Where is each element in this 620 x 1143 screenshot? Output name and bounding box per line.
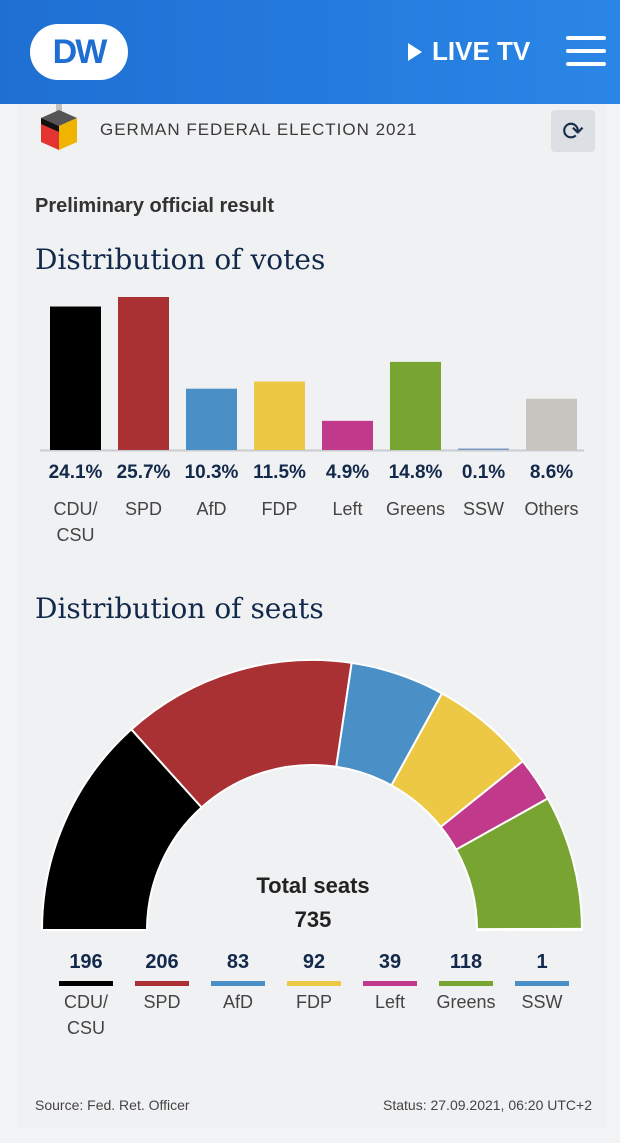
vote-category-label: Others [524, 499, 579, 519]
vote-bar-8[interactable] [526, 398, 577, 450]
vote-bar-4[interactable] [254, 381, 305, 450]
hamburger-menu-icon[interactable] [566, 36, 606, 66]
seat-category-label: SSW [521, 992, 563, 1012]
vote-category-label: Left [332, 499, 363, 519]
seat-category-label: Left [374, 992, 406, 1012]
vote-category-label: Greens [385, 499, 446, 519]
vote-value-label: 10.3% [184, 462, 239, 483]
votes-bar-chart [40, 297, 584, 452]
refresh-icon[interactable]: ⟳ [551, 110, 595, 152]
top-navigation-bar: DW LIVE TV [0, 0, 620, 104]
seat-value-label: 206 [145, 951, 179, 973]
vote-value-label: 24.1% [48, 462, 103, 483]
vote-value-label: 14.8% [388, 462, 443, 483]
status-note: Status: 27.09.2021, 06:20 UTC+2 [383, 1097, 592, 1113]
seat-legend-swatch [439, 981, 493, 986]
logo-text: DW [52, 32, 108, 71]
vote-bar-5[interactable] [322, 420, 373, 450]
live-tv-label: LIVE TV [432, 36, 531, 66]
live-tv-button[interactable]: LIVE TV [408, 36, 530, 67]
seat-category-label: SPD [143, 992, 181, 1012]
results-panel [18, 104, 606, 1128]
seat-legend-swatch [211, 981, 265, 986]
total-seats-value: 735 [294, 907, 332, 932]
seat-category-label: AfD [222, 992, 253, 1012]
seat-value-label: 196 [69, 951, 103, 973]
vote-value-label: 8.6% [529, 462, 574, 483]
seat-value-label: 1 [536, 951, 548, 973]
ballot-box-icon [41, 104, 77, 150]
seat-value-label: 83 [226, 951, 250, 973]
election-title: GERMAN FEDERAL ELECTION 2021 [100, 120, 418, 139]
play-icon [408, 42, 422, 61]
seat-category-label: FDP [296, 992, 332, 1012]
votes-heading: Distribution of votes [35, 243, 326, 276]
vote-bar-7[interactable] [458, 448, 509, 451]
seat-category-label: Greens [436, 992, 496, 1012]
seat-legend-swatch [287, 981, 341, 986]
vote-category-label: SSW [462, 499, 504, 519]
vote-value-label: 0.1% [461, 462, 506, 483]
vote-category-label: SPD [124, 499, 162, 519]
source-note: Source: Fed. Ret. Officer [35, 1097, 190, 1113]
vote-value-label: 25.7% [116, 462, 171, 483]
seat-value-label: 92 [302, 951, 326, 973]
vote-category-label: CDU/ CSU [53, 499, 98, 545]
seat-value-label: 118 [449, 951, 483, 973]
vote-value-label: 11.5% [253, 462, 306, 483]
vote-bar-2[interactable] [118, 297, 169, 450]
seat-value-label: 39 [378, 951, 402, 973]
seat-legend-swatch [59, 981, 113, 986]
vote-category-label: FDP [261, 499, 298, 519]
dw-logo[interactable]: DW [30, 24, 128, 80]
vote-bar-1[interactable] [50, 306, 101, 450]
seat-legend-swatch [363, 981, 417, 986]
seat-segment-7[interactable] [475, 927, 584, 931]
seats-heading: Distribution of seats [35, 592, 324, 625]
seat-category-label: CDU/ CSU [64, 992, 108, 1038]
vote-category-label: AfD [196, 499, 227, 519]
seat-legend-swatch [135, 981, 189, 986]
seat-legend-swatch [515, 981, 569, 986]
vote-bar-3[interactable] [186, 388, 237, 450]
vote-value-label: 4.9% [325, 462, 370, 483]
preliminary-result-label: Preliminary official result [35, 195, 274, 217]
vote-bar-6[interactable] [390, 361, 441, 450]
total-seats-label: Total seats [256, 873, 370, 898]
